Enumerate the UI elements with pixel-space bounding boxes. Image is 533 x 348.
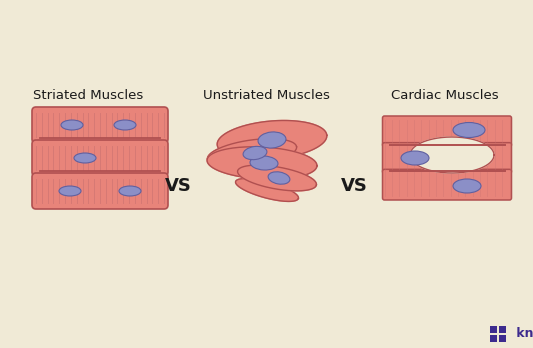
Ellipse shape <box>258 132 286 148</box>
Bar <box>490 326 497 333</box>
Ellipse shape <box>74 153 96 163</box>
FancyBboxPatch shape <box>32 140 168 176</box>
Ellipse shape <box>119 186 141 196</box>
Text: VS: VS <box>341 177 368 195</box>
FancyBboxPatch shape <box>383 143 512 173</box>
Polygon shape <box>238 165 317 191</box>
Ellipse shape <box>250 156 278 170</box>
Text: Cardiac Muscles: Cardiac Muscles <box>391 89 499 102</box>
FancyBboxPatch shape <box>32 107 168 143</box>
Bar <box>499 335 506 342</box>
Ellipse shape <box>243 147 267 160</box>
Text: Striated Muscles: Striated Muscles <box>33 89 143 102</box>
Ellipse shape <box>453 122 485 137</box>
Ellipse shape <box>401 151 429 165</box>
Ellipse shape <box>61 120 83 130</box>
Polygon shape <box>207 139 296 167</box>
Ellipse shape <box>268 172 290 184</box>
Text: VS: VS <box>165 177 192 195</box>
FancyBboxPatch shape <box>383 169 512 200</box>
Polygon shape <box>217 120 327 159</box>
Polygon shape <box>410 137 494 173</box>
FancyBboxPatch shape <box>32 173 168 209</box>
Ellipse shape <box>453 179 481 193</box>
Polygon shape <box>236 179 298 201</box>
Polygon shape <box>207 147 317 179</box>
Text: knya: knya <box>512 327 533 340</box>
Ellipse shape <box>114 120 136 130</box>
FancyBboxPatch shape <box>383 116 512 147</box>
Ellipse shape <box>59 186 81 196</box>
Text: Unstriated Muscles: Unstriated Muscles <box>203 89 330 102</box>
Bar <box>499 326 506 333</box>
Bar <box>490 335 497 342</box>
